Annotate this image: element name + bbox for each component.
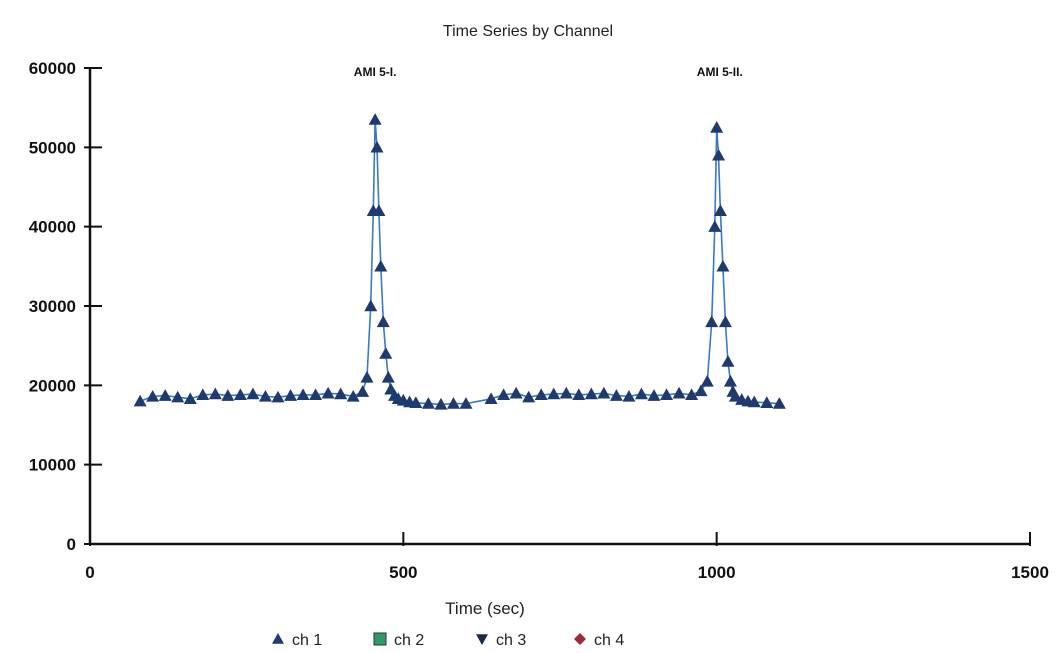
data-point: [360, 370, 374, 383]
data-point: [372, 204, 386, 216]
data-point: [772, 397, 786, 409]
y-tick-label: 10000: [29, 456, 76, 475]
data-point: [647, 389, 661, 401]
data-point: [409, 396, 423, 408]
data-point: [146, 389, 160, 402]
series-ch-1: [133, 113, 786, 410]
data-point: [597, 386, 611, 399]
data-point: [572, 388, 586, 401]
legend-label: ch 4: [594, 632, 624, 649]
data-point: [421, 397, 435, 409]
data-point: [158, 389, 172, 401]
x-tick-label: 500: [389, 563, 417, 582]
data-point: [713, 204, 727, 216]
data-point: [446, 397, 460, 409]
data-point: [370, 140, 384, 153]
legend-item: ch 4: [574, 632, 624, 649]
data-point: [534, 388, 548, 401]
data-point: [196, 388, 210, 401]
x-tick-label: 1500: [1011, 563, 1049, 582]
data-point: [309, 388, 323, 401]
y-tick-label: 40000: [29, 218, 76, 237]
legend: ch 1 ch 2 ch 3 ch 4: [272, 632, 624, 649]
data-point: [381, 370, 395, 383]
y-tick-label: 0: [67, 535, 76, 554]
data-point: [718, 315, 732, 328]
data-point: [547, 387, 561, 400]
data-point: [672, 386, 686, 399]
data-point: [712, 148, 726, 161]
legend-marker: [272, 633, 284, 644]
annotations: AMI 5-I. AMI 5-II.: [354, 65, 743, 79]
x-axis-label: Time (sec): [445, 599, 525, 618]
data-point: [221, 389, 235, 401]
data-point: [376, 315, 390, 328]
data-point: [346, 389, 360, 402]
data-point: [760, 396, 774, 408]
legend-label: ch 1: [292, 632, 322, 649]
data-point: [509, 386, 523, 399]
data-point: [171, 390, 185, 403]
data-point: [233, 388, 247, 401]
data-point: [721, 355, 735, 367]
data-point: [334, 387, 348, 400]
data-point: [246, 387, 260, 400]
data-point: [374, 259, 388, 272]
legend-label: ch 2: [394, 632, 424, 649]
data-point: [379, 347, 393, 359]
data-point: [708, 220, 722, 232]
data-point: [364, 299, 378, 312]
data-point: [497, 388, 511, 401]
data-point: [700, 374, 714, 387]
data-point: [584, 387, 598, 400]
data-point: [522, 390, 536, 403]
legend-item: ch 3: [476, 632, 526, 649]
data-point: [609, 389, 623, 401]
x-tick-label: 1000: [698, 563, 736, 582]
data-point: [694, 384, 708, 397]
y-tick-label: 30000: [29, 297, 76, 316]
y-axis-ticks: 0 10000 20000 30000 40000 50000 60000: [29, 59, 102, 554]
data-point: [459, 397, 473, 409]
data-point: [622, 389, 636, 402]
chart-title: Time Series by Channel: [443, 23, 613, 40]
data-point: [559, 386, 573, 399]
legend-marker: [373, 632, 387, 646]
data-point: [660, 388, 674, 401]
legend-marker: [574, 633, 586, 645]
y-tick-label: 20000: [29, 376, 76, 395]
y-tick-label: 50000: [29, 138, 76, 157]
annotation-label: AMI 5-I.: [354, 65, 397, 79]
data-point: [296, 388, 310, 401]
legend-item: ch 2: [373, 632, 424, 649]
data-point: [723, 374, 737, 387]
y-tick-label: 60000: [29, 59, 76, 78]
legend-label: ch 3: [496, 632, 526, 649]
plot-area: [133, 113, 786, 410]
data-point: [183, 392, 197, 405]
series-line: [139, 119, 780, 406]
data-point: [271, 390, 285, 403]
annotation-label: AMI 5-II.: [697, 65, 743, 79]
data-point: [284, 389, 298, 401]
data-point: [685, 388, 699, 401]
data-point: [634, 387, 648, 400]
data-point: [716, 259, 730, 272]
legend-marker: [476, 634, 488, 645]
data-point: [710, 121, 724, 133]
data-point: [356, 385, 370, 397]
data-point: [747, 395, 761, 408]
x-tick-label: 0: [85, 563, 94, 582]
data-point: [208, 387, 222, 400]
data-point: [258, 389, 272, 402]
x-axis-ticks: 0 500 1000 1500: [85, 532, 1049, 582]
legend-item: ch 1: [272, 632, 322, 649]
data-point: [321, 386, 335, 399]
data-point: [484, 392, 498, 405]
data-point: [705, 315, 719, 328]
data-point: [368, 113, 382, 125]
data-point: [133, 394, 147, 407]
data-point: [434, 397, 448, 410]
